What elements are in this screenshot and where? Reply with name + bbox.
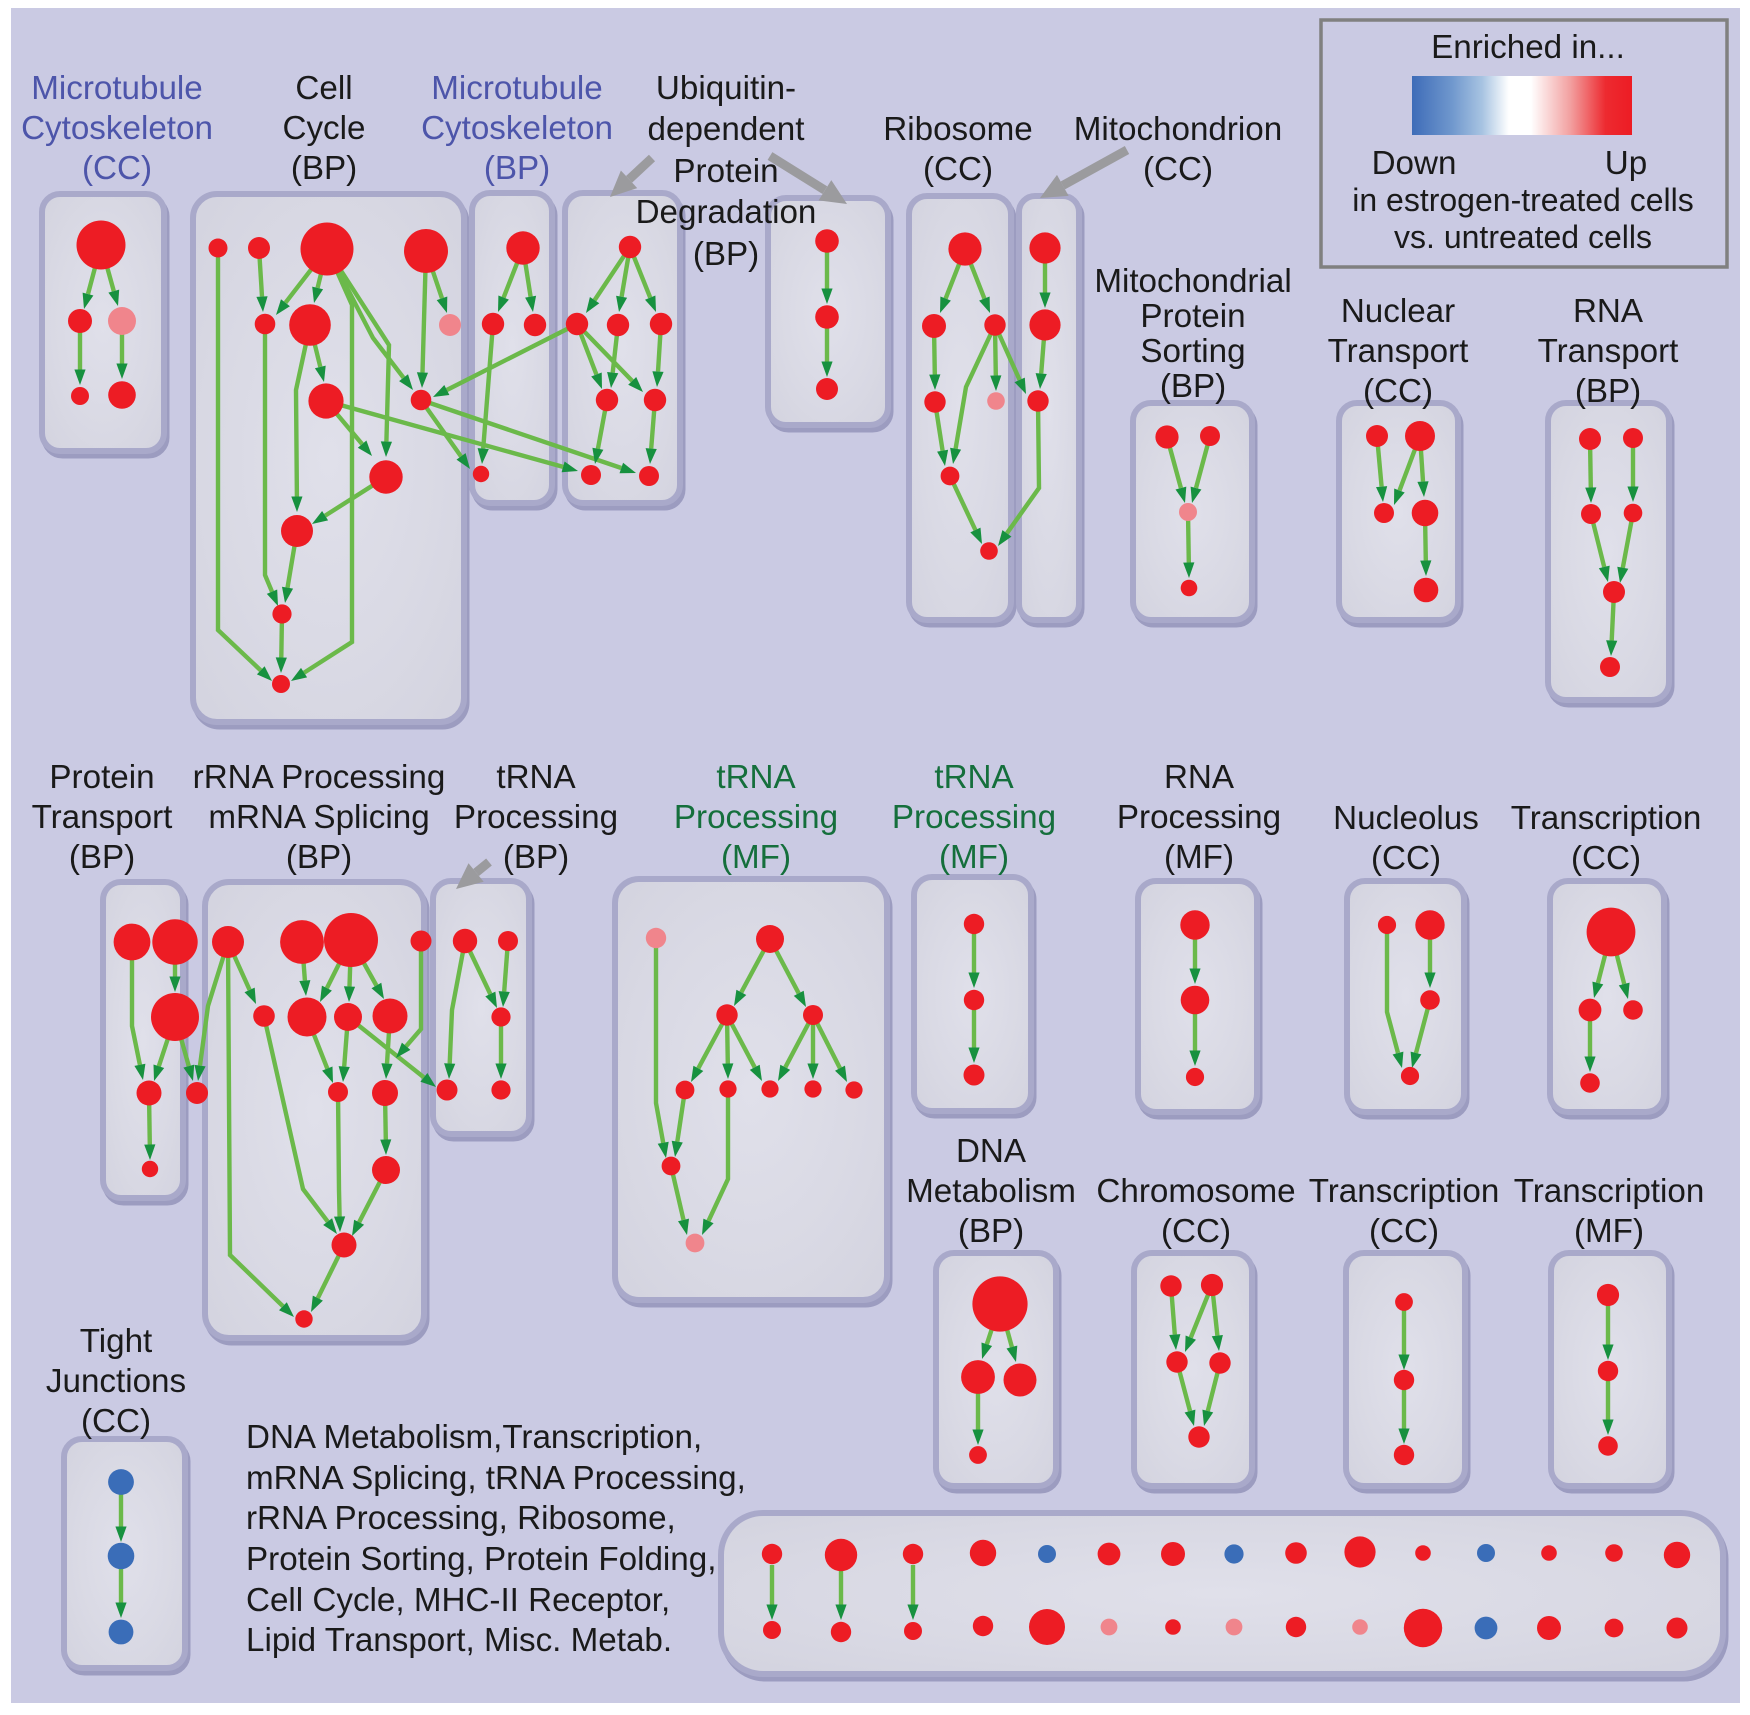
svg-text:(BP): (BP) — [69, 839, 135, 876]
svg-text:Ubiquitin-: Ubiquitin- — [656, 70, 796, 107]
svg-text:(CC): (CC) — [1371, 840, 1441, 877]
svg-text:Cytoskeleton: Cytoskeleton — [421, 110, 613, 147]
svg-text:Mitochondrion: Mitochondrion — [1074, 111, 1282, 148]
svg-text:Processing: Processing — [454, 799, 618, 836]
svg-text:in estrogen-treated cells: in estrogen-treated cells — [1352, 182, 1694, 218]
svg-text:Sorting: Sorting — [1140, 333, 1245, 370]
svg-text:Transport: Transport — [1538, 333, 1679, 370]
svg-text:(CC): (CC) — [1143, 151, 1213, 188]
svg-text:Degradation: Degradation — [636, 194, 817, 231]
svg-text:Transport: Transport — [32, 799, 173, 836]
svg-text:Cytoskeleton: Cytoskeleton — [21, 110, 213, 147]
svg-text:(CC): (CC) — [82, 150, 152, 187]
svg-text:(BP): (BP) — [484, 150, 550, 187]
svg-text:Protein Sorting, Protein Foldi: Protein Sorting, Protein Folding, — [246, 1541, 716, 1578]
svg-text:Processing: Processing — [1117, 799, 1281, 836]
svg-text:Nucleolus: Nucleolus — [1333, 800, 1479, 837]
svg-text:(CC): (CC) — [1161, 1213, 1231, 1250]
svg-text:rRNA Processing: rRNA Processing — [193, 759, 446, 796]
svg-text:Mitochondrial: Mitochondrial — [1094, 263, 1291, 300]
svg-text:(MF): (MF) — [939, 839, 1009, 876]
svg-text:(BP): (BP) — [286, 839, 352, 876]
svg-text:Protein: Protein — [1140, 298, 1245, 335]
svg-text:(CC): (CC) — [81, 1403, 151, 1440]
svg-text:(BP): (BP) — [503, 839, 569, 876]
svg-text:Microtubule: Microtubule — [431, 70, 603, 107]
svg-text:Transcription: Transcription — [1514, 1173, 1705, 1210]
svg-text:Transcription: Transcription — [1309, 1173, 1500, 1210]
svg-text:Cycle: Cycle — [283, 110, 366, 147]
svg-text:dependent: dependent — [648, 111, 805, 148]
svg-text:DNA: DNA — [956, 1133, 1027, 1170]
svg-text:Junctions: Junctions — [46, 1363, 186, 1400]
svg-text:(BP): (BP) — [291, 150, 357, 187]
svg-text:vs. untreated cells: vs. untreated cells — [1394, 219, 1652, 255]
svg-text:tRNA: tRNA — [934, 759, 1014, 796]
svg-text:Ribosome: Ribosome — [883, 111, 1032, 148]
svg-text:(MF): (MF) — [1164, 839, 1234, 876]
svg-text:(CC): (CC) — [1369, 1213, 1439, 1250]
svg-text:(MF): (MF) — [721, 839, 791, 876]
svg-text:RNA: RNA — [1573, 293, 1644, 330]
svg-text:(BP): (BP) — [958, 1213, 1024, 1250]
svg-text:Transport: Transport — [1328, 333, 1469, 370]
svg-text:DNA Metabolism,Transcription,: DNA Metabolism,Transcription, — [246, 1419, 702, 1456]
svg-text:Lipid Transport, Misc. Metab.: Lipid Transport, Misc. Metab. — [246, 1622, 672, 1659]
svg-text:(CC): (CC) — [1571, 840, 1641, 877]
svg-text:rRNA Processing, Ribosome,: rRNA Processing, Ribosome, — [246, 1500, 676, 1537]
svg-text:(BP): (BP) — [693, 236, 759, 273]
svg-text:mRNA Splicing: mRNA Splicing — [208, 799, 429, 836]
svg-text:Down: Down — [1372, 145, 1457, 182]
svg-text:Protein: Protein — [49, 759, 154, 796]
svg-text:tRNA: tRNA — [496, 759, 576, 796]
svg-text:(CC): (CC) — [923, 151, 993, 188]
svg-text:mRNA Splicing, tRNA Processing: mRNA Splicing, tRNA Processing, — [246, 1460, 746, 1497]
svg-text:tRNA: tRNA — [716, 759, 796, 796]
svg-text:(BP): (BP) — [1575, 373, 1641, 410]
svg-text:(BP): (BP) — [1160, 368, 1226, 405]
svg-text:Transcription: Transcription — [1511, 800, 1702, 837]
svg-text:(MF): (MF) — [1574, 1213, 1644, 1250]
svg-text:Chromosome: Chromosome — [1096, 1173, 1295, 1210]
svg-text:Cell Cycle, MHC-II Receptor,: Cell Cycle, MHC-II Receptor, — [246, 1582, 670, 1619]
svg-text:Protein: Protein — [673, 153, 778, 190]
svg-text:Tight: Tight — [80, 1323, 153, 1360]
svg-text:RNA: RNA — [1164, 759, 1235, 796]
svg-text:Metabolism: Metabolism — [906, 1173, 1076, 1210]
svg-text:Nuclear: Nuclear — [1341, 293, 1455, 330]
svg-text:Processing: Processing — [674, 799, 838, 836]
svg-text:Microtubule: Microtubule — [31, 70, 203, 107]
svg-text:Enriched in...: Enriched in... — [1431, 29, 1625, 66]
svg-text:Processing: Processing — [892, 799, 1056, 836]
svg-text:Up: Up — [1605, 145, 1647, 182]
svg-text:Cell: Cell — [295, 70, 352, 107]
svg-text:(CC): (CC) — [1363, 373, 1433, 410]
